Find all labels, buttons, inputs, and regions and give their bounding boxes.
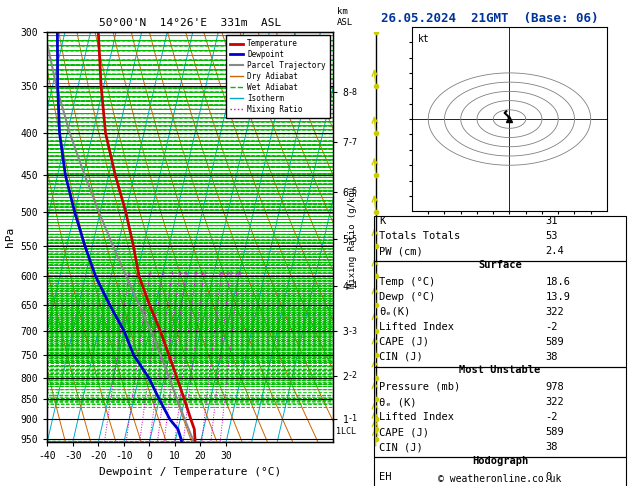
Text: 4: 4 [170,271,174,277]
Text: PW (cm): PW (cm) [379,246,423,257]
Text: -8: -8 [347,87,357,97]
Text: 589: 589 [545,427,564,437]
Text: 1LCL: 1LCL [337,427,356,436]
Text: 322: 322 [545,307,564,317]
Text: 589: 589 [545,337,564,347]
Text: -7: -7 [347,138,357,147]
Text: -3: -3 [347,327,357,336]
Text: 2.4: 2.4 [545,246,564,257]
Text: Surface: Surface [478,260,522,270]
Text: 20: 20 [226,271,233,277]
Text: 0: 0 [545,472,552,483]
Text: -4: -4 [347,281,357,290]
Text: 322: 322 [545,397,564,407]
Text: -2: -2 [347,371,357,380]
Text: km
ASL: km ASL [337,7,353,27]
Text: -1: -1 [347,415,357,423]
Text: Pressure (mb): Pressure (mb) [379,382,460,392]
X-axis label: Dewpoint / Temperature (°C): Dewpoint / Temperature (°C) [99,467,281,477]
Text: 18.6: 18.6 [545,277,571,287]
Text: 25: 25 [235,271,242,277]
Text: 6: 6 [184,271,187,277]
Text: Totals Totals: Totals Totals [379,231,460,242]
Text: 16: 16 [217,271,225,277]
Text: Mixing Ratio (g/kg): Mixing Ratio (g/kg) [348,186,357,288]
Y-axis label: hPa: hPa [5,227,15,247]
Text: 53: 53 [545,231,558,242]
Text: CAPE (J): CAPE (J) [379,337,429,347]
Text: Lifted Index: Lifted Index [379,412,454,422]
Text: θₑ(K): θₑ(K) [379,307,411,317]
Text: Dewp (°C): Dewp (°C) [379,292,435,302]
Text: K: K [379,216,386,226]
Text: © weatheronline.co.uk: © weatheronline.co.uk [438,473,562,484]
Text: kt: kt [418,34,430,44]
Text: -5: -5 [347,235,357,244]
Legend: Temperature, Dewpoint, Parcel Trajectory, Dry Adiabat, Wet Adiabat, Isotherm, Mi: Temperature, Dewpoint, Parcel Trajectory… [226,35,330,118]
Text: 3: 3 [160,271,164,277]
Text: -2: -2 [545,322,558,332]
Text: CIN (J): CIN (J) [379,442,423,452]
Text: 2: 2 [147,271,152,277]
Text: Hodograph: Hodograph [472,456,528,466]
Text: CAPE (J): CAPE (J) [379,427,429,437]
Text: 978: 978 [545,382,564,392]
Text: 38: 38 [545,442,558,452]
Text: Lifted Index: Lifted Index [379,322,454,332]
Text: Temp (°C): Temp (°C) [379,277,435,287]
Text: 13.9: 13.9 [545,292,571,302]
Text: -6: -6 [347,187,357,196]
Text: θₑ (K): θₑ (K) [379,397,417,407]
Text: 8: 8 [194,271,198,277]
Text: -2: -2 [545,412,558,422]
Title: 50°00'N  14°26'E  331m  ASL: 50°00'N 14°26'E 331m ASL [99,18,281,28]
Text: 1: 1 [127,271,131,277]
Text: Most Unstable: Most Unstable [459,365,541,375]
Text: EH: EH [379,472,392,483]
Text: 5: 5 [177,271,181,277]
Text: 31: 31 [545,216,558,226]
Text: 38: 38 [545,352,558,362]
Text: 10: 10 [199,271,208,277]
Text: 26.05.2024  21GMT  (Base: 06): 26.05.2024 21GMT (Base: 06) [381,12,598,25]
Text: CIN (J): CIN (J) [379,352,423,362]
